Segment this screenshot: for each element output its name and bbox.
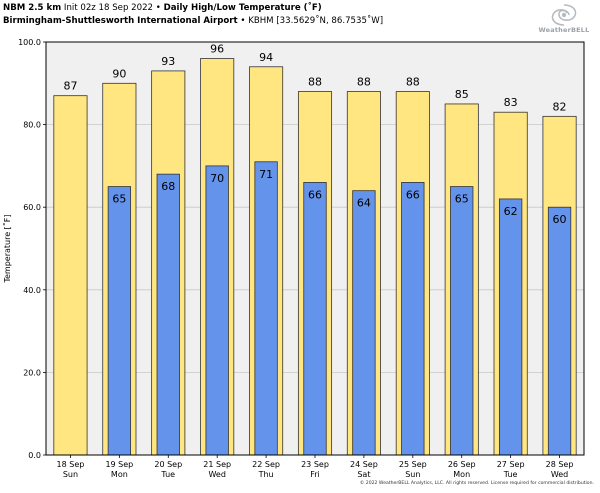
init-time: Init 02z 18 Sep 2022 [63, 3, 154, 13]
low-temp-label: 60 [553, 213, 567, 226]
x-tick-day: Sat [357, 470, 370, 479]
x-tick-date: 28 Sep [546, 460, 574, 469]
y-tick-label: 20.0 [23, 368, 41, 377]
x-tick-date: 24 Sep [350, 460, 378, 469]
x-tick-day: Sun [63, 470, 78, 479]
high-temp-label: 88 [406, 76, 420, 89]
x-tick-date: 23 Sep [301, 460, 329, 469]
low-temp-bar [450, 186, 474, 456]
high-temp-label: 88 [357, 76, 371, 89]
low-temp-label: 65 [112, 193, 126, 206]
high-temp-label: 88 [308, 76, 322, 89]
x-tick-day: Thu [258, 470, 274, 479]
high-temp-label: 83 [504, 96, 518, 109]
y-tick-label: 0.0 [28, 451, 41, 460]
low-temp-label: 64 [357, 197, 371, 210]
low-temp-bar [156, 173, 180, 456]
x-tick-date: 26 Sep [448, 460, 476, 469]
x-tick-day: Tue [503, 470, 518, 479]
chart-header: NBM 2.5 km Init 02z 18 Sep 2022 • Daily … [3, 2, 383, 27]
x-tick-day: Wed [551, 470, 568, 479]
x-tick-date: 20 Sep [154, 460, 182, 469]
station-info: KBHM [33.5629˚N, 86.7535˚W] [248, 15, 384, 26]
x-tick-day: Fri [310, 470, 320, 479]
x-tick-date: 19 Sep [105, 460, 133, 469]
high-temp-label: 85 [455, 88, 469, 101]
copyright-footer: © 2022 WeatherBELL Analytics, LLC. All r… [359, 481, 594, 486]
x-tick-date: 25 Sep [399, 460, 427, 469]
low-temp-bar [303, 182, 327, 456]
high-temp-label: 94 [259, 51, 273, 64]
y-tick-label: 40.0 [23, 286, 41, 295]
product-title: Daily High/Low Temperature (˚F) [163, 3, 322, 13]
low-temp-label: 65 [455, 193, 469, 206]
y-axis-label: Temperature [˚F] [2, 214, 12, 283]
low-temp-label: 62 [504, 205, 518, 218]
weatherbell-logo: WeatherBELL [534, 2, 594, 42]
y-tick-label: 80.0 [23, 121, 41, 130]
y-tick-label: 60.0 [23, 203, 41, 212]
low-temp-bar [205, 165, 229, 456]
storm-swirl-icon [551, 4, 577, 26]
header-line-1: NBM 2.5 km Init 02z 18 Sep 2022 • Daily … [3, 3, 322, 13]
low-temp-bar [401, 182, 425, 456]
x-tick-day: Mon [453, 470, 470, 479]
low-temp-label: 66 [406, 188, 420, 201]
y-tick-label: 100.0 [18, 38, 41, 47]
x-tick-date: 27 Sep [497, 460, 525, 469]
low-temp-bar [498, 198, 523, 456]
low-temp-bar [547, 206, 572, 456]
x-tick-day: Sun [405, 470, 420, 479]
low-temp-bar [107, 186, 132, 456]
low-temp-label: 68 [161, 180, 175, 193]
high-temp-bar [53, 95, 88, 456]
x-tick-day: Mon [111, 470, 128, 479]
y-axis: 0.0 20.0 40.0 60.0 80.0 100.0 [18, 38, 46, 460]
header-line-2: Birmingham-Shuttlesworth International A… [3, 15, 384, 26]
x-tick-date: 18 Sep [57, 460, 85, 469]
x-tick-day: Wed [208, 470, 225, 479]
high-temp-label: 96 [210, 43, 224, 56]
x-tick-date: 21 Sep [203, 460, 231, 469]
high-temp-label: 87 [63, 80, 77, 93]
logo-text: WeatherBELL [538, 26, 590, 34]
low-temp-label: 71 [259, 168, 273, 181]
bars: 87 90 65 93 68 96 70 94 71 88 66 88 64 88 66 85 65 83 62 82… [53, 43, 577, 456]
station-name: Birmingham-Shuttlesworth International A… [3, 15, 238, 26]
model-name: NBM 2.5 km [3, 3, 62, 13]
low-temp-label: 70 [210, 172, 224, 185]
low-temp-bar [254, 161, 278, 456]
plot-border [45, 41, 585, 456]
high-temp-label: 82 [553, 100, 567, 113]
high-temp-label: 90 [112, 67, 126, 80]
high-temp-label: 93 [161, 55, 175, 68]
low-temp-bar [352, 190, 376, 456]
x-tick-date: 22 Sep [252, 460, 280, 469]
low-temp-label: 66 [308, 188, 322, 201]
x-tick-day: Tue [160, 470, 175, 479]
